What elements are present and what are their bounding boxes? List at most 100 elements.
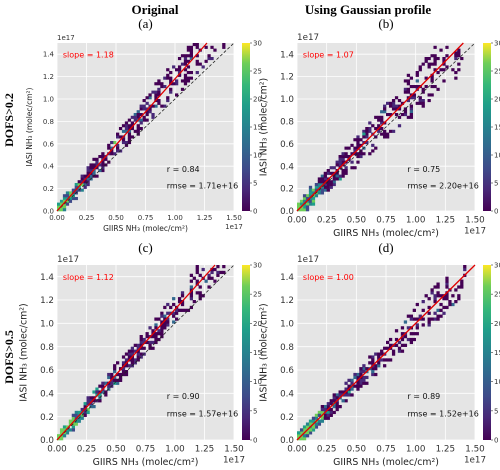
heatmap-cell	[163, 320, 167, 324]
heatmap-cell	[133, 129, 137, 133]
heatmap-cell	[371, 361, 375, 365]
heatmap-cell	[347, 390, 351, 394]
heatmap-cell	[317, 180, 322, 184]
y-tick-label: 0.0	[280, 207, 294, 217]
heatmap-cell	[326, 183, 330, 187]
heatmap-cell	[110, 149, 114, 153]
heatmap-cell	[427, 305, 431, 310]
heatmap-cell	[362, 370, 366, 374]
heatmap-cell	[409, 76, 413, 80]
one-to-one-line	[56, 42, 235, 212]
colorbar-tick-label: 30	[253, 40, 262, 48]
heatmap-cell	[344, 166, 348, 170]
heatmap-cell	[433, 311, 437, 315]
heatmap-cell	[359, 370, 363, 374]
heatmap-cell	[177, 308, 182, 312]
fit-line	[296, 42, 464, 212]
heatmap-cell	[368, 127, 372, 131]
heatmap-cell	[157, 332, 161, 336]
x-tick-label: 0.75	[376, 444, 395, 454]
heatmap-cell	[186, 45, 191, 49]
heatmap-cell	[409, 104, 413, 108]
heatmap-cell	[210, 276, 214, 280]
heatmap-cell	[127, 349, 132, 353]
heatmap-cell	[362, 129, 366, 133]
heatmap-cell	[302, 208, 307, 212]
heatmap-cell	[308, 431, 313, 435]
heatmap-cell	[332, 396, 336, 400]
heatmap-cell	[77, 185, 81, 189]
heatmap-cell	[356, 387, 360, 391]
heatmap-cell	[133, 115, 137, 119]
heatmap-cell	[186, 79, 191, 83]
heatmap-cell	[445, 45, 449, 49]
heatmap-cell	[86, 396, 90, 400]
heatmap-cell	[323, 185, 327, 189]
colorbar-tick-label: 0	[494, 437, 498, 445]
y-tick-label: 1.2	[280, 73, 294, 83]
heatmap-cell	[409, 314, 413, 318]
heatmap-cell	[335, 163, 339, 167]
heatmap-cell	[386, 340, 390, 345]
y-tick-label: 0.8	[43, 118, 54, 126]
heatmap-cell	[317, 177, 322, 181]
heatmap-cell	[403, 113, 408, 117]
heatmap-cell	[329, 183, 333, 187]
y-tick-label: 0.6	[43, 140, 55, 148]
x-tick-label: 1.25	[195, 444, 214, 454]
heatmap-cell	[350, 152, 354, 156]
heatmap-cell	[154, 90, 158, 94]
heatmap-cell	[189, 288, 193, 292]
heatmap-cell	[121, 372, 126, 377]
heatmap-cell	[198, 294, 202, 298]
heatmap-cell	[347, 157, 351, 161]
heatmap-cell	[148, 326, 152, 330]
heatmap-cell	[145, 110, 149, 114]
heatmap-cell	[350, 393, 354, 397]
heatmap-cell	[157, 90, 161, 94]
heatmap-cell	[433, 85, 437, 89]
heatmap-cell	[157, 99, 161, 103]
heatmap-cell	[130, 135, 134, 139]
heatmap-cell	[380, 121, 384, 125]
heatmap-cell	[338, 390, 342, 394]
heatmap-cell	[192, 43, 196, 47]
heatmap-cell	[83, 410, 87, 415]
heatmap-cell	[356, 381, 360, 385]
heatmap-cell	[415, 73, 419, 77]
heatmap-cell	[154, 104, 158, 108]
heatmap-cell	[439, 308, 443, 312]
x-axis-label: GIIRS NH₃ (molec/cm²)	[93, 457, 199, 468]
heatmap-cell	[394, 113, 399, 117]
r-annotation: r = 0.89	[407, 392, 440, 401]
heatmap-cell	[142, 104, 146, 108]
y-axis-label: IASI NH₃ (molec/cm²)	[258, 303, 269, 401]
x-axis-label: GIIRS NH₃ (molec/cm²)	[333, 228, 439, 239]
heatmap-cell	[371, 367, 375, 371]
heatmap-cell	[201, 65, 205, 69]
heatmap-cell	[139, 346, 143, 350]
heatmap-cell	[216, 273, 220, 277]
heatmap-cell	[127, 124, 132, 128]
heatmap-cell	[388, 104, 393, 108]
heatmap-cell	[89, 399, 93, 403]
heatmap-cell	[418, 99, 422, 103]
heatmap-cell	[92, 171, 96, 175]
heatmap-cell	[121, 361, 126, 365]
heatmap-cell	[341, 390, 345, 394]
heatmap-cell	[332, 180, 336, 184]
heatmap-cell	[427, 311, 431, 315]
heatmap-cell	[433, 68, 437, 72]
heatmap-cell	[169, 87, 173, 91]
heatmap-cell	[383, 135, 387, 139]
heatmap-cell	[166, 96, 170, 100]
colorbar-tick-label: 10	[253, 152, 262, 160]
y-tick-label: 0.4	[280, 389, 294, 399]
heatmap-cell	[121, 124, 126, 128]
heatmap-cell	[139, 335, 143, 339]
y-tick-label: 0.8	[280, 118, 294, 128]
heatmap-cell	[368, 355, 372, 359]
heatmap-cell	[380, 110, 384, 114]
heatmap-cell	[454, 288, 458, 292]
heatmap-cell	[415, 101, 419, 105]
